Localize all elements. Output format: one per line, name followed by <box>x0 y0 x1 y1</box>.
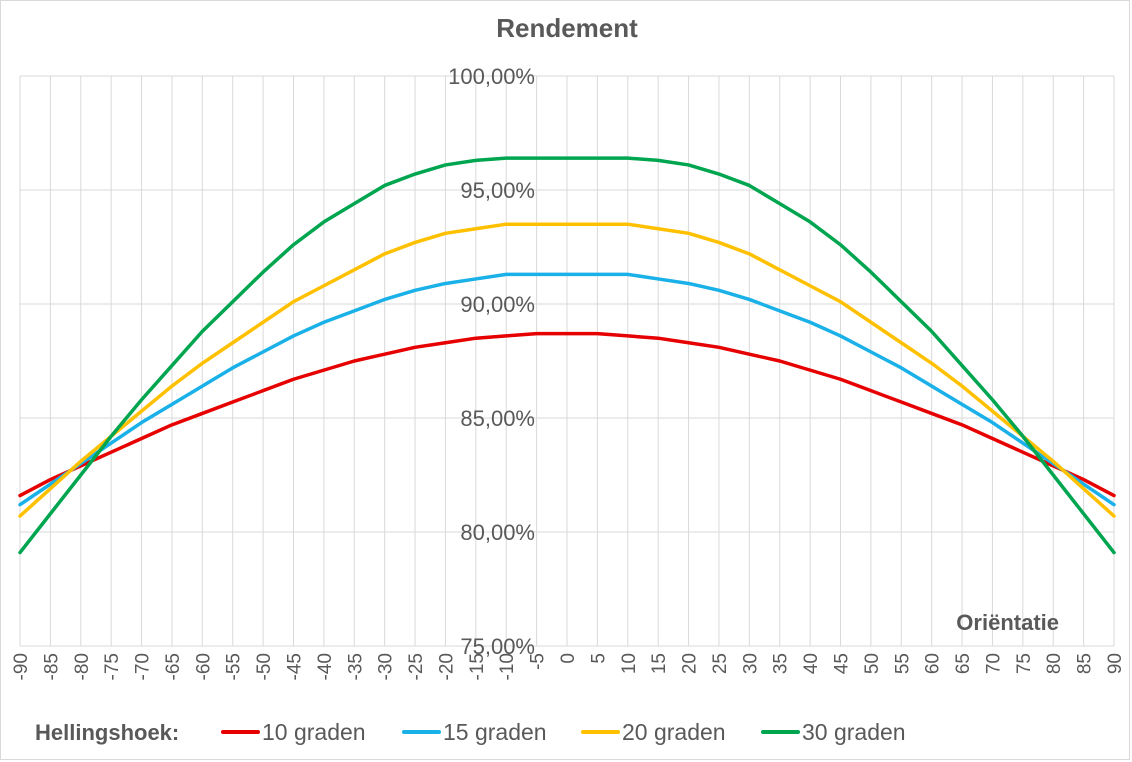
x-tick-label: -65 <box>163 653 184 680</box>
x-tick-label: -90 <box>11 653 32 680</box>
gridlines <box>19 75 1115 647</box>
x-tick-label: 0 <box>558 653 579 664</box>
x-tick-label: 60 <box>923 653 944 674</box>
x-tick-label: -70 <box>133 653 154 680</box>
x-tick-label: -45 <box>285 653 306 680</box>
x-tick-label: -10 <box>497 653 518 680</box>
x-tick-label: -20 <box>436 653 457 680</box>
legend: Hellingshoek: 10 graden 15 graden 20 grade… <box>35 719 906 745</box>
x-tick-label: -80 <box>72 653 93 680</box>
x-tick-label: 50 <box>862 653 883 674</box>
x-tick-label: 80 <box>1044 653 1065 674</box>
x-tick-label: -40 <box>315 653 336 680</box>
x-axis-ticks: -90 -85 -80 -75 -70 -65 -60 -55 -50 -45 -40 -35 -30-… <box>11 653 1126 680</box>
x-tick-label: -5 <box>528 653 549 670</box>
x-axis-label: Oriëntatie <box>956 610 1059 635</box>
y-axis-ticks: 75,00% 80,00% 85,00% 90,00% 95,00% 100,00% <box>448 64 535 659</box>
x-tick-label: 5 <box>588 653 609 664</box>
legend-label: 20 graden <box>622 719 726 745</box>
legend-title: Hellingshoek: <box>35 720 179 745</box>
x-tick-label: 35 <box>771 653 792 674</box>
x-tick-label: -85 <box>41 653 62 680</box>
x-tick-label: -35 <box>345 653 366 680</box>
x-tick-label: -60 <box>193 653 214 680</box>
legend-label: 30 graden <box>802 719 906 745</box>
x-tick-label: 10 <box>619 653 640 674</box>
x-tick-label: 65 <box>953 653 974 674</box>
x-tick-label: -30 <box>376 653 397 680</box>
y-tick-label: 85,00% <box>460 406 535 431</box>
series-line-15-graden <box>18 272 1116 507</box>
x-tick-label: -75 <box>102 653 123 680</box>
legend-label: 10 graden <box>262 719 366 745</box>
x-tick-label: 90 <box>1105 653 1126 674</box>
x-tick-label: 55 <box>892 653 913 674</box>
x-tick-label: 70 <box>983 653 1004 674</box>
x-tick-label: 45 <box>832 653 853 674</box>
y-tick-label: 75,00% <box>460 634 535 659</box>
series-line-10-graden <box>18 331 1116 498</box>
y-tick-label: 95,00% <box>460 178 535 203</box>
legend-label: 15 graden <box>443 719 547 745</box>
series-line-20-graden <box>18 222 1116 518</box>
x-tick-label: 75 <box>1014 653 1035 674</box>
x-tick-label: 20 <box>680 653 701 674</box>
x-tick-label: 40 <box>801 653 822 674</box>
x-tick-label: 15 <box>649 653 670 674</box>
x-tick-label: 30 <box>740 653 761 674</box>
y-tick-label: 100,00% <box>448 64 535 89</box>
x-tick-label: -55 <box>224 653 245 680</box>
y-tick-label: 90,00% <box>460 292 535 317</box>
x-tick-label: 25 <box>710 653 731 674</box>
x-tick-label: 85 <box>1075 653 1096 674</box>
x-tick-label: -15 <box>467 653 488 680</box>
chart-title: Rendement <box>496 13 638 43</box>
series-lines <box>18 156 1116 555</box>
x-tick-label: -25 <box>406 653 427 680</box>
series-line-30-graden <box>18 156 1116 555</box>
y-tick-label: 80,00% <box>460 520 535 545</box>
x-tick-label: -50 <box>254 653 275 680</box>
